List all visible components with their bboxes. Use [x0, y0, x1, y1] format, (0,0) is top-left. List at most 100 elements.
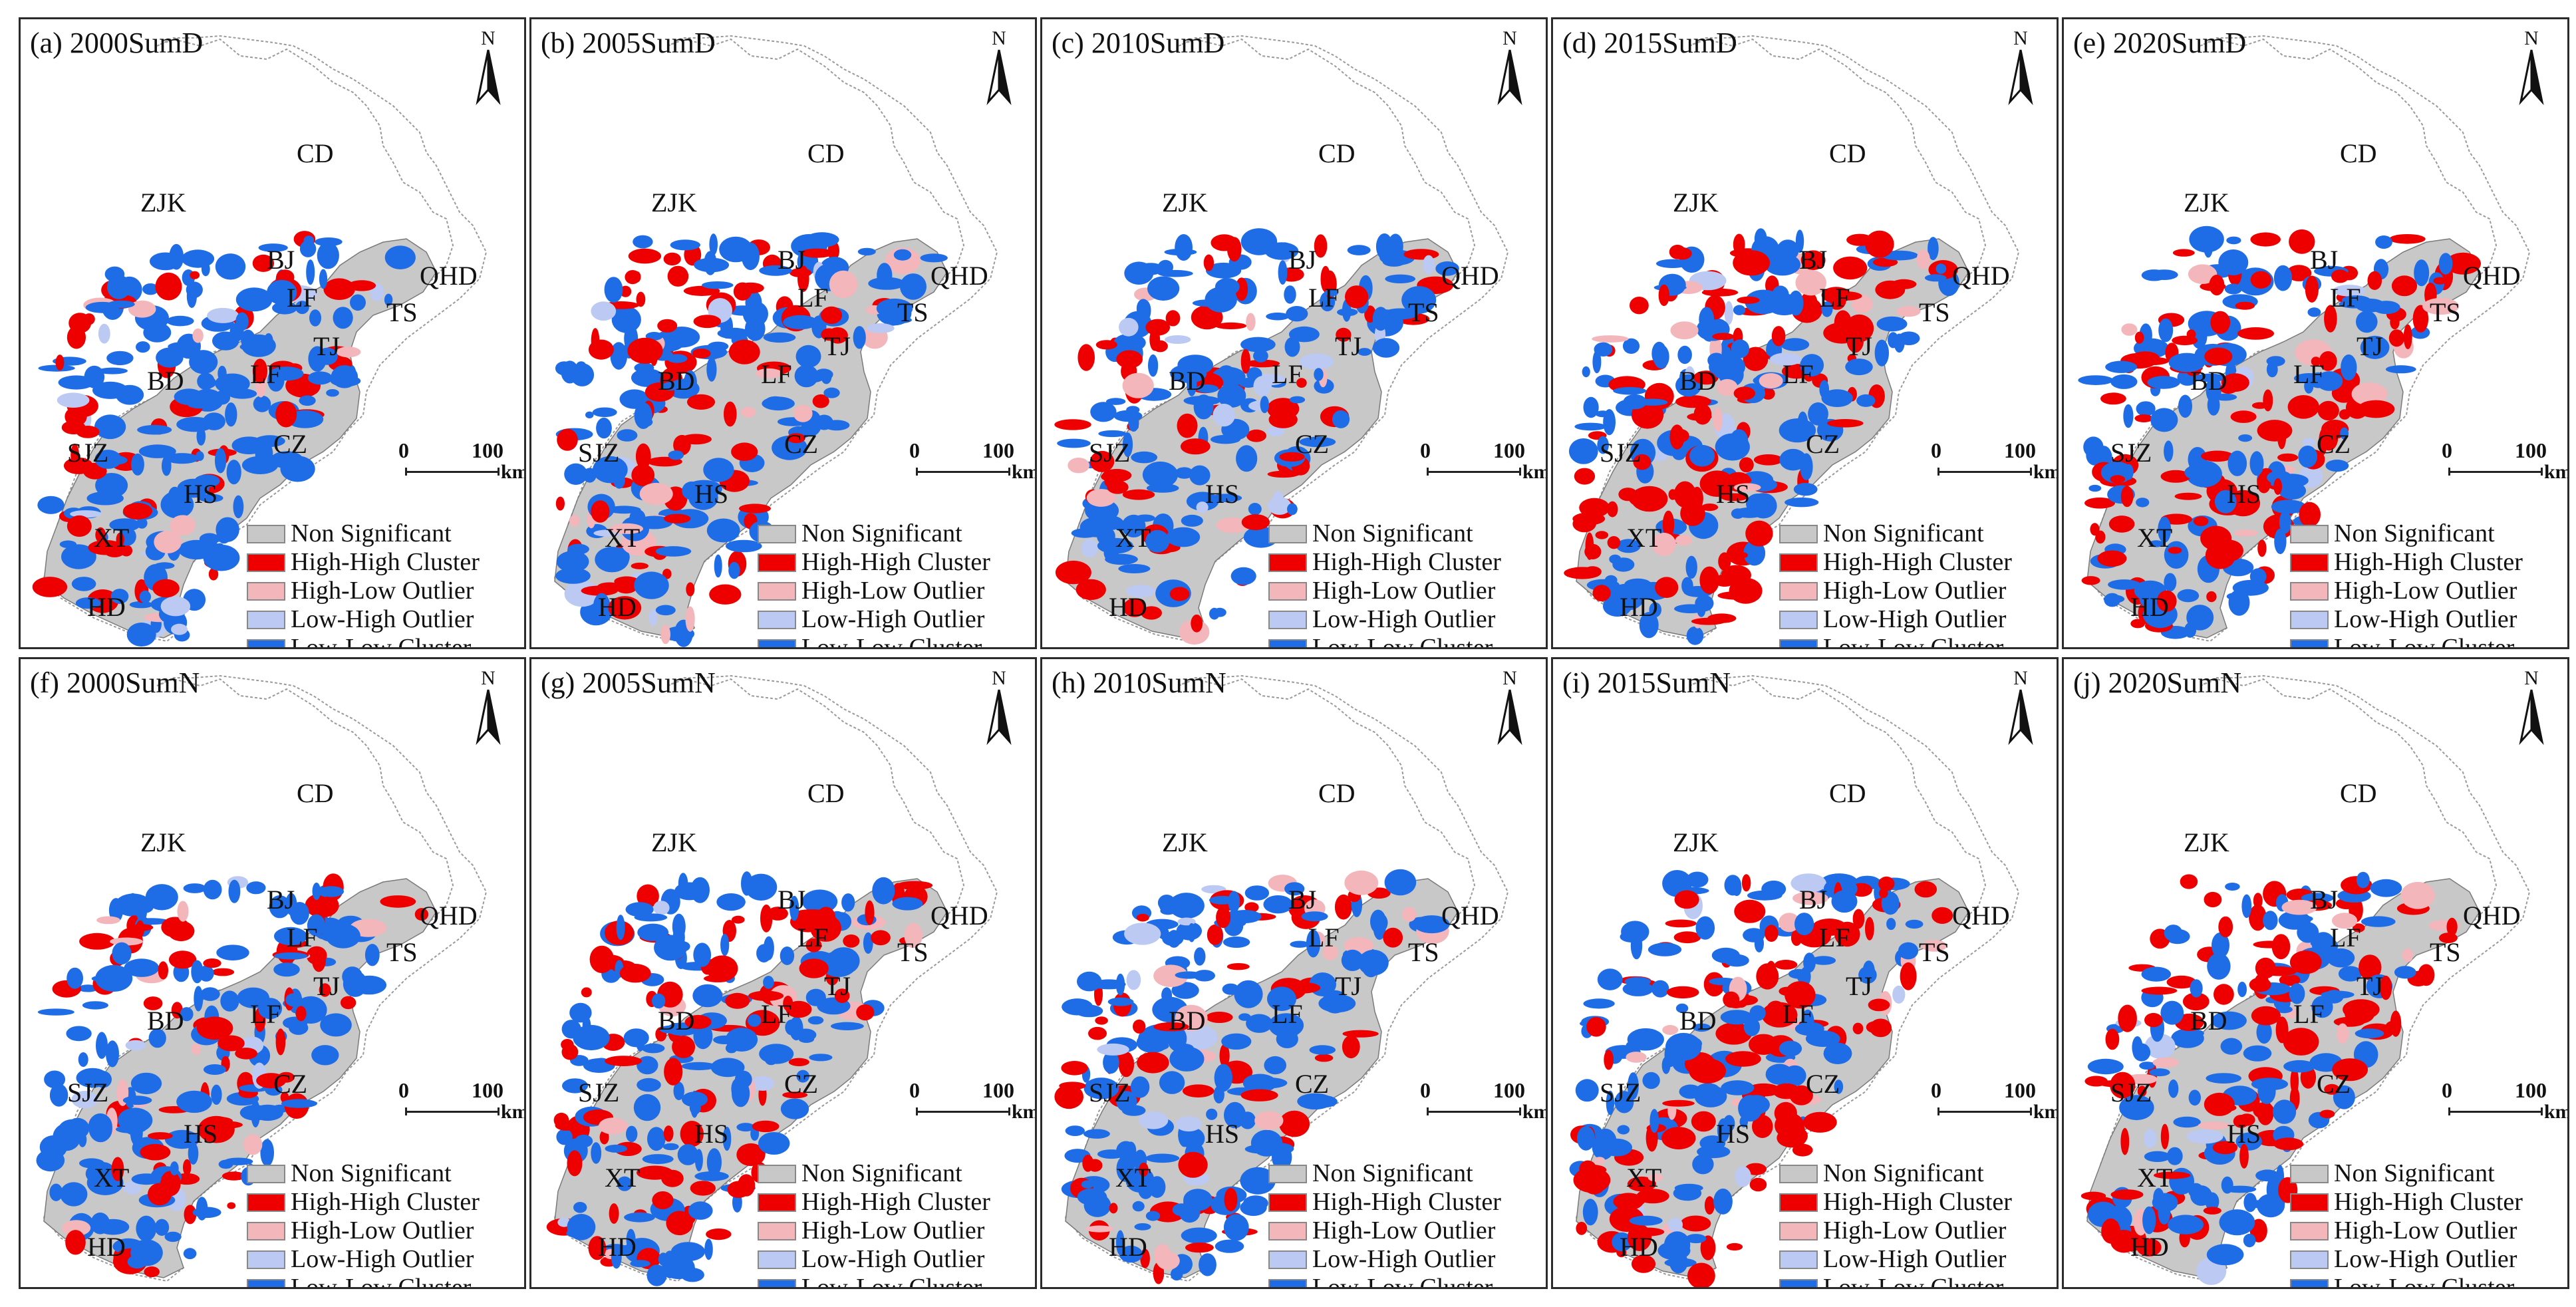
scale-start: 0 — [1931, 1078, 1941, 1102]
low-low-cluster — [1649, 1109, 1659, 1133]
high-high-cluster — [2130, 619, 2146, 629]
city-label: CZ — [784, 429, 819, 459]
low-low-cluster — [1246, 1014, 1273, 1033]
high-high-cluster — [1674, 890, 1699, 909]
low-low-cluster — [1057, 438, 1091, 448]
high-high-cluster — [555, 496, 565, 511]
high-high-cluster — [783, 996, 793, 1012]
scale-unit: km — [2544, 461, 2569, 483]
low-low-cluster — [881, 884, 891, 896]
low-low-cluster — [1199, 1253, 1216, 1276]
legend-label: High-High Cluster — [1312, 1188, 1501, 1216]
legend-label: Low-Low Cluster — [1312, 1274, 1493, 1289]
low-low-cluster — [254, 435, 285, 448]
high-high-cluster — [1720, 493, 1749, 502]
high-high-cluster — [1216, 907, 1231, 929]
high-high-cluster — [1834, 921, 1860, 947]
high-low-outlier — [2351, 382, 2388, 406]
high-high-cluster — [2445, 252, 2481, 275]
legend-swatch — [758, 1221, 796, 1240]
low-low-cluster — [2100, 462, 2133, 484]
city-label: HS — [694, 479, 729, 509]
low-low-cluster — [591, 1142, 602, 1164]
low-high-outlier — [160, 596, 191, 617]
high-high-cluster — [2286, 265, 2312, 281]
low-low-cluster — [841, 893, 855, 912]
low-low-cluster — [1614, 1091, 1634, 1113]
low-low-cluster — [2190, 979, 2203, 998]
high-high-cluster — [2391, 275, 2418, 297]
low-low-cluster — [49, 1084, 69, 1107]
high-high-cluster — [1691, 617, 1726, 625]
low-high-outlier — [1196, 502, 1209, 513]
low-low-cluster — [709, 233, 718, 255]
scale-line — [916, 1107, 1010, 1115]
low-low-cluster — [225, 402, 237, 427]
north-arrow-icon — [986, 49, 1012, 106]
low-low-cluster — [625, 902, 654, 917]
high-high-cluster — [235, 1048, 257, 1060]
legend-label: Low-Low Cluster — [801, 1274, 982, 1289]
low-low-cluster — [1597, 968, 1623, 990]
low-low-cluster — [1606, 1090, 1615, 1115]
high-high-cluster — [2249, 905, 2267, 931]
high-high-cluster — [619, 964, 651, 983]
low-low-cluster — [2224, 283, 2242, 295]
high-high-cluster — [1673, 931, 1701, 944]
low-low-cluster — [1171, 982, 1199, 999]
north-label: N — [2013, 27, 2028, 49]
high-high-cluster — [88, 539, 124, 555]
low-low-cluster — [58, 375, 94, 390]
high-high-cluster — [1095, 1016, 1108, 1025]
low-low-cluster — [2241, 894, 2252, 919]
city-label: SJZ — [578, 1078, 620, 1107]
low-low-cluster — [562, 1078, 588, 1093]
low-low-cluster — [2124, 464, 2134, 480]
high-high-cluster — [2134, 414, 2153, 422]
low-low-cluster — [2372, 301, 2400, 315]
low-low-cluster — [154, 1219, 170, 1236]
low-low-cluster — [2141, 269, 2167, 281]
high-low-outlier — [660, 625, 670, 645]
low-low-cluster — [694, 257, 730, 273]
city-label: SJZ — [1089, 438, 1131, 468]
low-low-cluster — [1147, 276, 1180, 301]
high-high-cluster — [605, 1056, 642, 1066]
low-low-cluster — [1337, 308, 1358, 317]
low-low-cluster — [624, 1212, 655, 1223]
legend-item: Low-Low Cluster — [247, 634, 480, 647]
legend-swatch — [1268, 524, 1307, 543]
low-low-cluster — [1583, 998, 1615, 1009]
low-low-cluster — [1206, 1108, 1218, 1120]
city-label: LF — [797, 923, 829, 952]
legend-swatch — [1268, 1164, 1307, 1183]
low-low-cluster — [1106, 398, 1126, 405]
low-low-cluster — [1121, 514, 1146, 538]
low-low-cluster — [1823, 1042, 1852, 1064]
low-low-cluster — [220, 990, 239, 1012]
low-low-cluster — [1126, 406, 1140, 414]
legend-swatch — [2290, 553, 2329, 572]
city-label: TJ — [313, 331, 340, 361]
low-low-cluster — [1697, 602, 1706, 617]
low-low-cluster — [1779, 418, 1816, 443]
high-high-cluster — [86, 935, 106, 946]
high-low-outlier — [740, 406, 756, 418]
low-low-cluster — [307, 371, 333, 385]
low-low-cluster — [1779, 1040, 1802, 1057]
city-label: HD — [1620, 1232, 1658, 1262]
low-low-cluster — [1805, 1030, 1840, 1047]
legend-swatch — [247, 1221, 285, 1240]
high-high-cluster — [1726, 1242, 1743, 1251]
low-low-cluster — [1582, 366, 1590, 378]
high-high-cluster — [1765, 925, 1779, 942]
high-high-cluster — [2174, 492, 2202, 500]
low-low-cluster — [877, 263, 893, 288]
low-low-cluster — [556, 551, 589, 573]
high-high-cluster — [1082, 1155, 1094, 1172]
city-label: CD — [1829, 778, 1866, 808]
low-low-cluster — [1146, 484, 1179, 493]
low-low-cluster — [1649, 602, 1661, 618]
low-low-cluster — [1103, 1051, 1119, 1074]
low-low-cluster — [281, 1099, 317, 1108]
